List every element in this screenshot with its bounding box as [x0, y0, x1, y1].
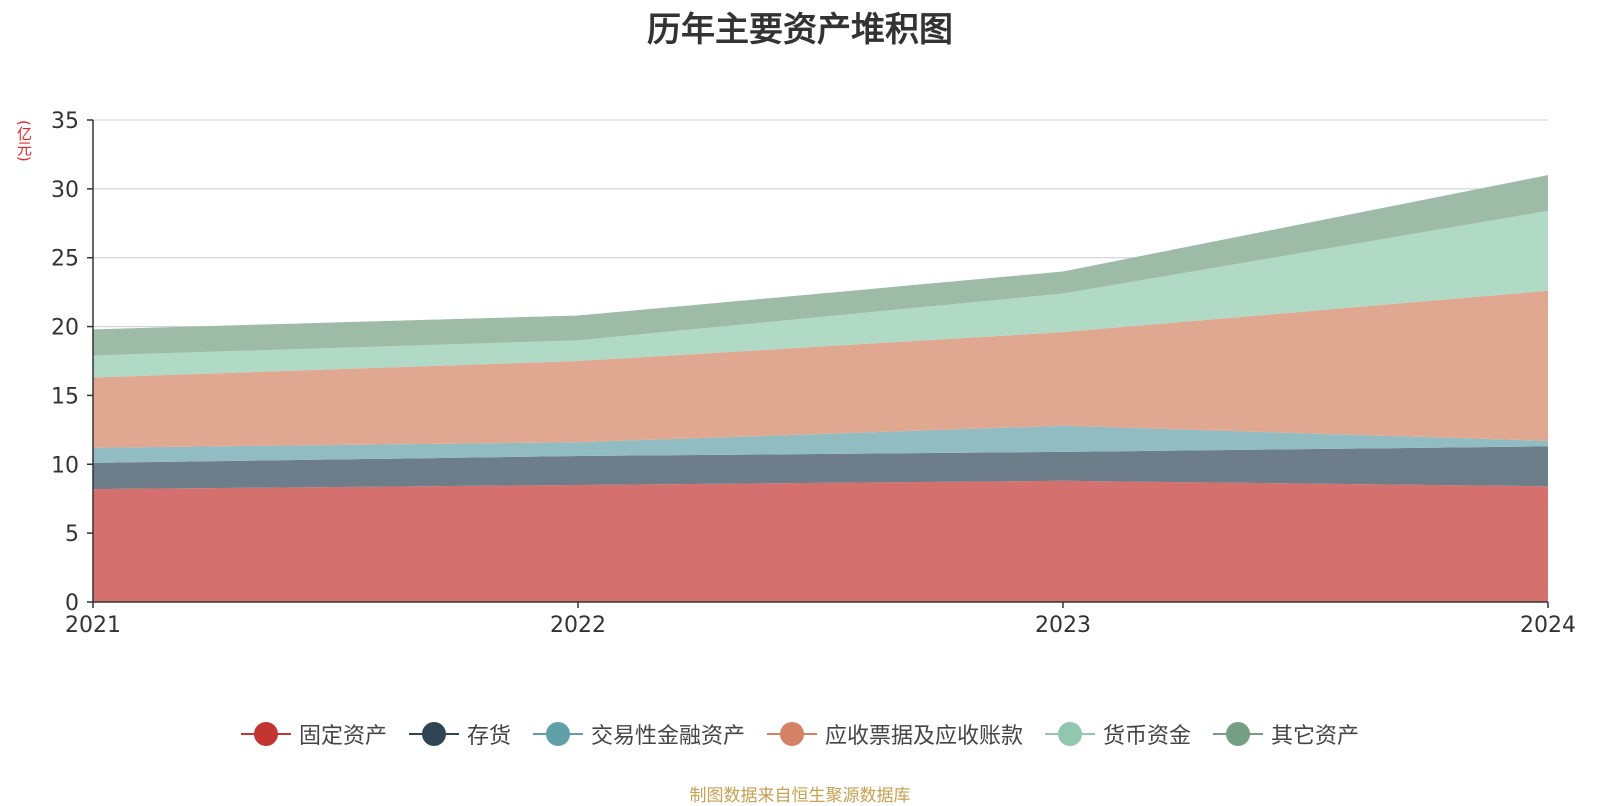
area-series-6 — [93, 175, 1548, 356]
legend-label: 固定资产 — [298, 724, 387, 749]
legend-marker — [1213, 722, 1264, 746]
legend-item[interactable]: 货币资金 — [1045, 718, 1191, 750]
area-series-4 — [93, 290, 1548, 448]
legend-item[interactable]: 应收票据及应收账款 — [767, 718, 1023, 750]
axes: 0 5 10 15 20 25 30 35 2021 2022 2023 2024 — [51, 109, 1576, 638]
legend-label: 应收票据及应收账款 — [825, 724, 1024, 749]
area-series — [93, 175, 1548, 602]
y-axis-unit-label: (亿元) — [15, 120, 33, 162]
y-tick-label: 25 — [51, 247, 79, 272]
area-series-1 — [93, 480, 1548, 602]
legend-label: 其它资产 — [1271, 724, 1360, 749]
legend-label: 货币资金 — [1103, 724, 1192, 749]
area-series-2 — [93, 446, 1548, 490]
legend-marker — [532, 722, 583, 746]
x-tick-label: 2022 — [550, 613, 606, 638]
area-series-5 — [93, 210, 1548, 378]
legend-item[interactable]: 其它资产 — [1213, 718, 1359, 750]
legend: 固定资产 存货 交易性金融资产 应收票据及应收账款 货币资金 其它资产 — [0, 718, 1600, 750]
legend-marker — [767, 722, 817, 746]
y-tick-label: 15 — [51, 384, 79, 409]
y-tick-label: 30 — [51, 178, 79, 203]
chart-title: 历年主要资产堆积图 — [647, 10, 953, 50]
legend-marker — [1045, 722, 1096, 746]
legend-marker — [408, 722, 459, 746]
legend-item[interactable]: 存货 — [408, 718, 511, 750]
y-tick-label: 10 — [51, 453, 79, 478]
legend-item[interactable]: 交易性金融资产 — [532, 718, 745, 750]
y-tick-label: 35 — [51, 109, 79, 134]
y-tick-label: 0 — [65, 591, 79, 616]
legend-label: 存货 — [466, 724, 511, 749]
y-tick-label: 5 — [65, 522, 79, 547]
legend-label: 交易性金融资产 — [590, 724, 745, 749]
legend-marker — [240, 722, 291, 746]
area-series-3 — [93, 425, 1548, 463]
x-tick-label: 2023 — [1035, 613, 1091, 638]
x-tick-label: 2021 — [65, 613, 121, 638]
legend-item[interactable]: 固定资产 — [240, 718, 387, 750]
x-tick-label: 2024 — [1520, 613, 1576, 638]
source-note: 制图数据来自恒生聚源数据库 — [689, 786, 911, 806]
y-tick-label: 20 — [51, 316, 79, 341]
